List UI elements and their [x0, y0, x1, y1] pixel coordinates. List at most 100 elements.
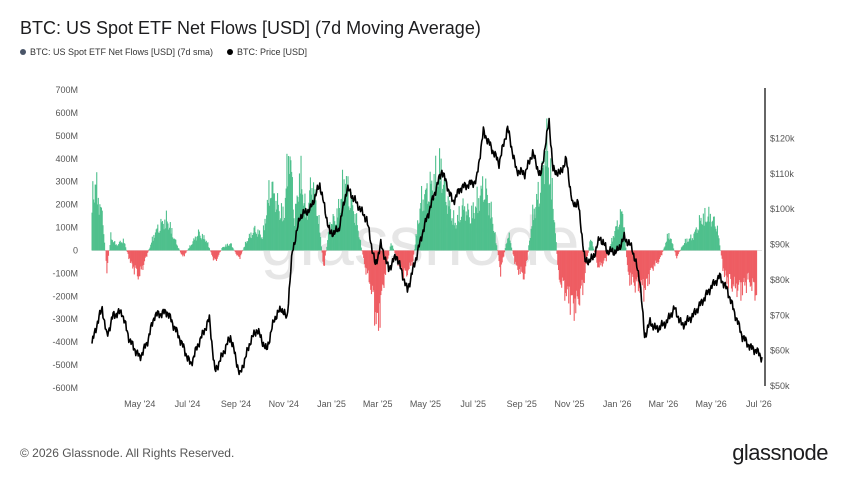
flow-bar [327, 240, 329, 251]
flow-bar [378, 250, 380, 304]
flow-bar [399, 250, 401, 267]
flow-bar [114, 244, 117, 251]
flow-bar [707, 216, 709, 251]
flow-bar [721, 250, 723, 259]
flow-bar [640, 250, 643, 281]
legend-item-flows[interactable]: BTC: US Spot ETF Net Flows [USD] (7d sma… [20, 47, 213, 57]
flow-bar [285, 188, 287, 251]
flow-bar [215, 250, 218, 261]
flow-bar [325, 250, 327, 252]
flow-bar [555, 242, 557, 251]
flow-bar [298, 173, 301, 251]
flow-bar [244, 241, 247, 251]
flow-bar [583, 250, 585, 284]
flow-bar [419, 208, 421, 251]
flow-bar [542, 168, 544, 251]
flow-bar [655, 250, 657, 261]
flow-bar [273, 193, 275, 251]
flow-bar [514, 250, 516, 264]
flow-bar [439, 148, 441, 251]
flow-bar [140, 250, 142, 267]
flow-bar [264, 218, 266, 251]
flow-bar [651, 250, 654, 269]
flow-bar [727, 250, 729, 289]
flow-bar [122, 238, 124, 251]
flow-bar [125, 247, 127, 251]
flow-bar [355, 225, 357, 251]
flow-bar [360, 247, 362, 251]
chart-title: BTC: US Spot ETF Net Flows [USD] (7d Mov… [20, 18, 481, 38]
flow-bar [320, 237, 322, 251]
flow-bar [553, 220, 555, 251]
flow-bar [739, 250, 741, 283]
flow-bar [593, 248, 595, 251]
flow-bar [395, 250, 398, 258]
flow-bar [565, 250, 567, 293]
flow-bar [688, 238, 690, 251]
flow-bar [368, 250, 370, 283]
flow-bar [471, 205, 473, 251]
flow-bar [621, 211, 623, 251]
flow-bar [305, 209, 308, 251]
flow-bar [663, 247, 665, 251]
flow-bar [558, 250, 560, 280]
flow-bar [572, 250, 574, 296]
flow-bar [323, 250, 326, 266]
flow-bar [420, 202, 422, 251]
flow-bar [522, 250, 524, 280]
flow-bar [179, 250, 182, 253]
flow-bar [703, 225, 705, 251]
flow-bar [728, 250, 730, 274]
flow-bar [532, 204, 534, 251]
flow-bar [284, 217, 286, 251]
flow-bar [181, 250, 183, 255]
legend-item-price[interactable]: BTC: Price [USD] [227, 47, 307, 57]
flow-bar [170, 233, 172, 251]
left-axis: 700M 600M 500M 400M 300M 200M 100M 0 -100M -200M -… [52, 85, 78, 393]
flow-bar [384, 250, 386, 274]
flow-bar [554, 222, 556, 251]
flow-bar [139, 250, 141, 277]
flow-bar [731, 250, 733, 292]
flow-bar [177, 247, 179, 251]
flow-bar [625, 247, 627, 251]
flow-bar [525, 250, 527, 267]
copyright: © 2026 Glassnode. All Rights Reserved. [20, 446, 235, 460]
x-tick-label: Jan '25 [317, 399, 346, 409]
flow-bar [256, 236, 258, 251]
flow-bar [500, 250, 502, 277]
flow-bar [680, 249, 682, 251]
flow-bar [161, 221, 164, 251]
flow-bar [172, 238, 175, 251]
price-line [91, 117, 763, 376]
flow-bar [439, 181, 441, 251]
flow-bar [145, 250, 147, 257]
flow-bar [268, 180, 270, 251]
flow-bar [705, 221, 707, 251]
flow-bar [135, 250, 137, 268]
flow-bar [284, 197, 286, 251]
flow-bar [740, 250, 742, 301]
flow-bar [350, 192, 352, 251]
flow-bar [687, 241, 690, 251]
flow-bar [276, 209, 278, 251]
flow-bar [356, 213, 358, 251]
flow-bar [201, 233, 203, 251]
flow-bar [631, 250, 633, 275]
flow-bar [362, 250, 364, 255]
flow-bar [280, 218, 282, 251]
flow-bar [697, 229, 699, 251]
flow-bar [327, 232, 329, 251]
flow-bar [215, 250, 217, 260]
flow-bar [730, 250, 733, 289]
flow-bar [272, 181, 274, 251]
flow-bar [95, 184, 97, 251]
x-tick-label: May '26 [696, 399, 727, 409]
flow-bar [434, 198, 436, 251]
flow-bar [448, 206, 450, 251]
flow-bar [464, 206, 466, 251]
flow-bar [684, 243, 686, 251]
flow-bar [498, 250, 500, 262]
flow-bar [131, 250, 133, 264]
flow-bar [422, 199, 424, 251]
